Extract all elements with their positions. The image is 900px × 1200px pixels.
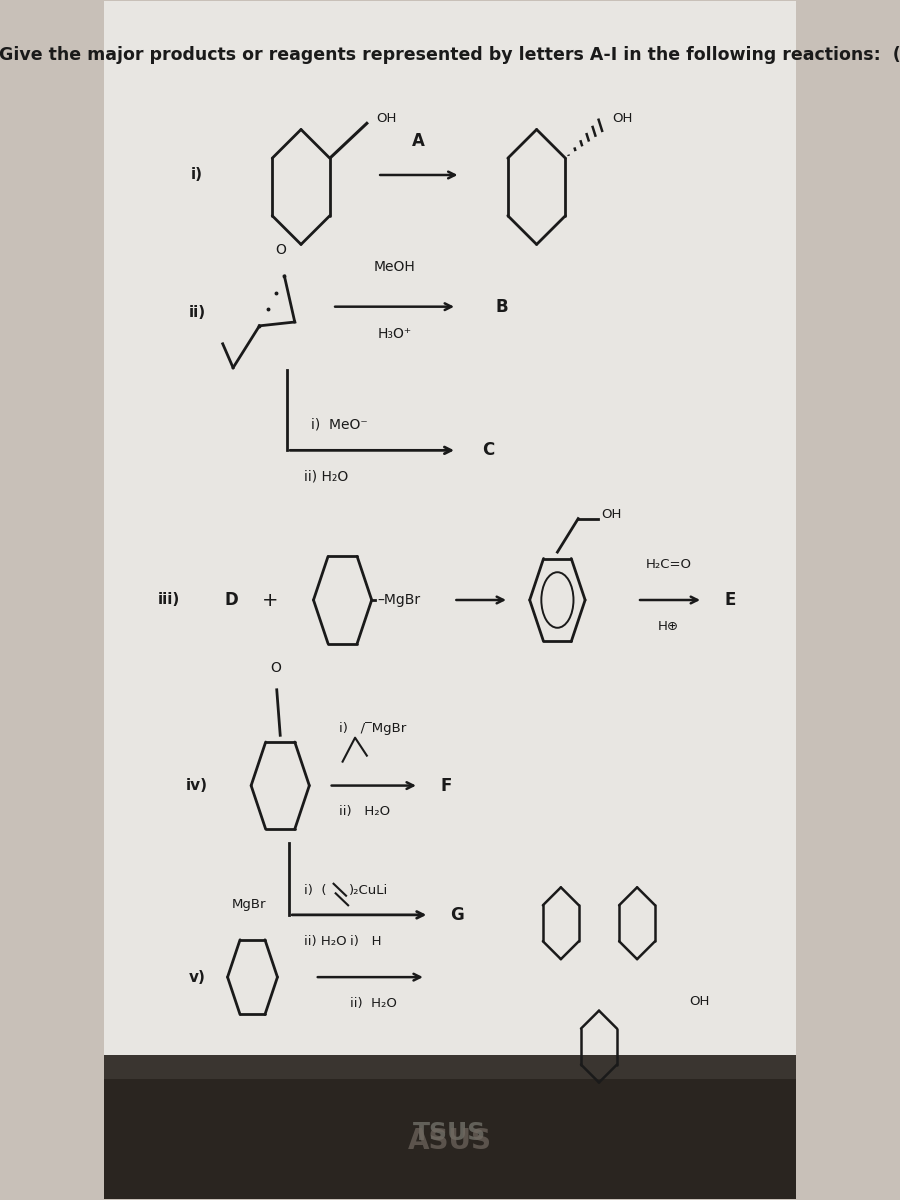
Text: i)   H: i) H xyxy=(349,935,381,948)
Text: ii) H₂O: ii) H₂O xyxy=(304,469,348,484)
Text: H⊕: H⊕ xyxy=(658,620,679,632)
Bar xyxy=(104,1079,796,1199)
Text: )₂CuLi: )₂CuLi xyxy=(349,884,388,898)
Text: ii)  H₂O: ii) H₂O xyxy=(349,997,396,1010)
Text: TSUS: TSUS xyxy=(413,1121,487,1145)
Text: ii) H₂O: ii) H₂O xyxy=(304,935,347,948)
Text: H₂C=O: H₂C=O xyxy=(645,558,691,570)
Text: O: O xyxy=(275,242,286,257)
Text: i)  (: i) ( xyxy=(304,884,327,898)
Text: G: G xyxy=(450,906,464,924)
Bar xyxy=(104,1,796,1055)
Text: O: O xyxy=(270,661,281,676)
Text: ii)   H₂O: ii) H₂O xyxy=(339,805,391,818)
Text: ii): ii) xyxy=(188,305,205,320)
Text: OH: OH xyxy=(612,113,632,125)
Text: i): i) xyxy=(191,168,203,182)
Text: v): v) xyxy=(189,970,205,985)
Text: B: B xyxy=(496,298,508,316)
Text: Give the major products or reagents represented by letters A-I in the following : Give the major products or reagents repr… xyxy=(0,47,900,65)
Text: –MgBr: –MgBr xyxy=(377,593,420,607)
Text: F: F xyxy=(441,776,452,794)
Text: H₃O⁺: H₃O⁺ xyxy=(377,328,411,341)
Text: E: E xyxy=(725,590,736,608)
Bar xyxy=(104,1055,796,1199)
Text: OH: OH xyxy=(376,113,397,125)
Text: D: D xyxy=(225,590,238,608)
Text: iii): iii) xyxy=(158,593,181,607)
Text: A: A xyxy=(412,132,426,150)
Text: OH: OH xyxy=(601,509,621,522)
Text: MgBr: MgBr xyxy=(232,898,266,911)
Text: MeOH: MeOH xyxy=(374,260,416,274)
Text: C: C xyxy=(482,442,494,460)
Text: i)   /‾MgBr: i) /‾MgBr xyxy=(339,721,407,734)
Text: OH: OH xyxy=(689,995,709,1008)
Text: ASUS: ASUS xyxy=(408,1127,492,1156)
Text: iv): iv) xyxy=(186,778,208,793)
Text: i)  MeO⁻: i) MeO⁻ xyxy=(311,418,368,431)
Text: +: + xyxy=(262,590,278,610)
